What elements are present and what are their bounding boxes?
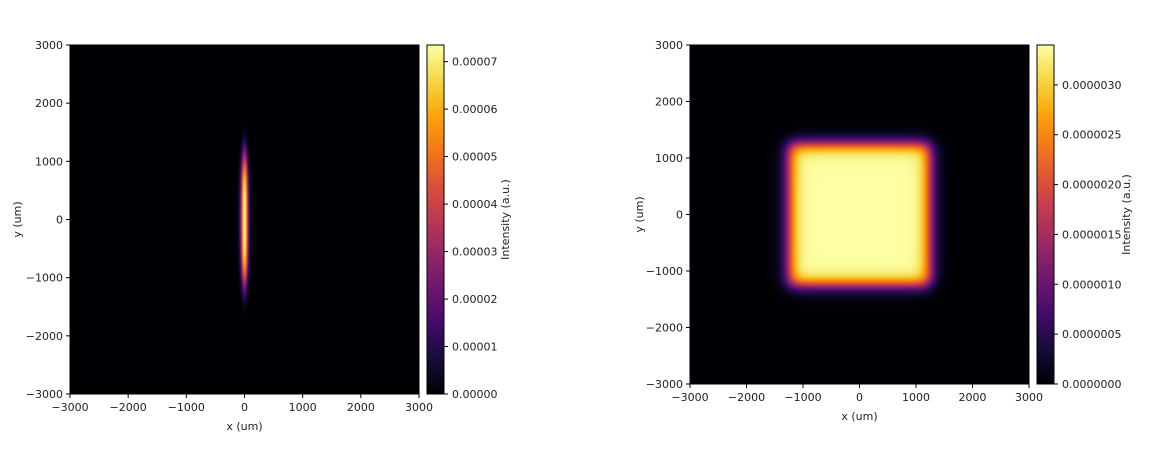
- y-tick-label: 0: [56, 214, 63, 227]
- y-tick-label: 0: [676, 209, 683, 222]
- x-tick-label: −3000: [671, 391, 708, 404]
- colorbar-ticks: 0.00000 0.00001 0.00002 0.00003 0.00004 0.000…: [444, 56, 498, 401]
- heatmap-panel-left: −3000 −2000 −1000 0 1000 2000 3000 −3000−2000−…: [11, 39, 512, 433]
- y-tick-label: −2000: [646, 322, 683, 335]
- x-tick-label: −1000: [784, 391, 821, 404]
- y-axis-label: y (um): [11, 201, 24, 237]
- x-tick-label: −1000: [168, 401, 205, 414]
- x-ticks: −3000 −2000 −1000 0 1000 2000 3000: [671, 384, 1043, 404]
- colorbar-tick-label: 0.0000000: [1062, 378, 1122, 391]
- colorbar-tick-label: 0.0000020: [1062, 179, 1122, 192]
- colorbar-tick-label: 0.0000025: [1062, 129, 1122, 142]
- x-tick-label: −2000: [110, 401, 147, 414]
- colorbar: [1036, 44, 1055, 385]
- x-tick-label: 3000: [405, 401, 433, 414]
- heatmap-image: [70, 45, 419, 394]
- y-tick-label: 2000: [655, 96, 683, 109]
- colorbar-label: Intensity (a.u.): [1120, 174, 1133, 255]
- y-tick-label: 3000: [655, 39, 683, 52]
- colorbar-tick-label: 0.0000030: [1062, 79, 1122, 92]
- x-tick-label: 0: [241, 401, 248, 414]
- x-tick-label: 1000: [289, 401, 317, 414]
- y-tick-label: −2000: [26, 330, 63, 343]
- x-tick-label: −3000: [51, 401, 88, 414]
- colorbar-ticks: 0.0000000 0.0000005 0.0000010 0.0000015 0.00…: [1054, 79, 1122, 391]
- colorbar-tick-label: 0.00004: [452, 198, 498, 211]
- y-axis-label: y (um): [633, 196, 646, 232]
- y-tick-label: −3000: [26, 388, 63, 401]
- colorbar-tick-label: 0.00005: [452, 151, 498, 164]
- colorbar-tick-label: 0.0000005: [1062, 328, 1122, 341]
- y-tick-label: 1000: [35, 155, 63, 168]
- colorbar-tick-label: 0.00006: [452, 103, 498, 116]
- colorbar-tick-label: 0.00002: [452, 293, 498, 306]
- heatmap-panel-right: −3000 −2000 −1000 0 1000 2000 3000 −3000−2000−…: [633, 39, 1133, 423]
- x-tick-label: 2000: [959, 391, 987, 404]
- colorbar-tick-label: 0.00001: [452, 341, 498, 354]
- x-tick-label: 0: [856, 391, 863, 404]
- x-axis-label: x (um): [841, 410, 877, 423]
- y-tick-label: −1000: [646, 265, 683, 278]
- y-ticks: −3000 −2000 −1000 0 1000 2000 3000: [646, 39, 690, 391]
- y-tick-label: 3000: [35, 39, 63, 52]
- colorbar-tick-label: 0.00000: [452, 388, 498, 401]
- y-ticks: −3000 −2000 −1000 0 1000 2000 3000: [26, 39, 70, 401]
- y-tick-label: −3000: [646, 378, 683, 391]
- x-tick-label: 2000: [347, 401, 375, 414]
- x-axis-label: x (um): [226, 420, 262, 433]
- y-tick-label: 1000: [655, 152, 683, 165]
- heatmap-image: [690, 45, 1029, 384]
- colorbar: [426, 44, 445, 395]
- colorbar-tick-label: 0.0000015: [1062, 228, 1122, 241]
- x-tick-label: −2000: [728, 391, 765, 404]
- colorbar-tick-label: 0.0000010: [1062, 278, 1122, 291]
- y-tick-label: −1000: [26, 272, 63, 285]
- y-tick-label: 2000: [35, 97, 63, 110]
- colorbar-tick-label: 0.00007: [452, 56, 498, 69]
- x-tick-label: 1000: [902, 391, 930, 404]
- x-ticks: −3000 −2000 −1000 0 1000 2000 3000: [51, 394, 433, 414]
- colorbar-tick-label: 0.00003: [452, 246, 498, 259]
- x-tick-label: 3000: [1015, 391, 1043, 404]
- colorbar-label: Intensity (a.u.): [499, 179, 512, 260]
